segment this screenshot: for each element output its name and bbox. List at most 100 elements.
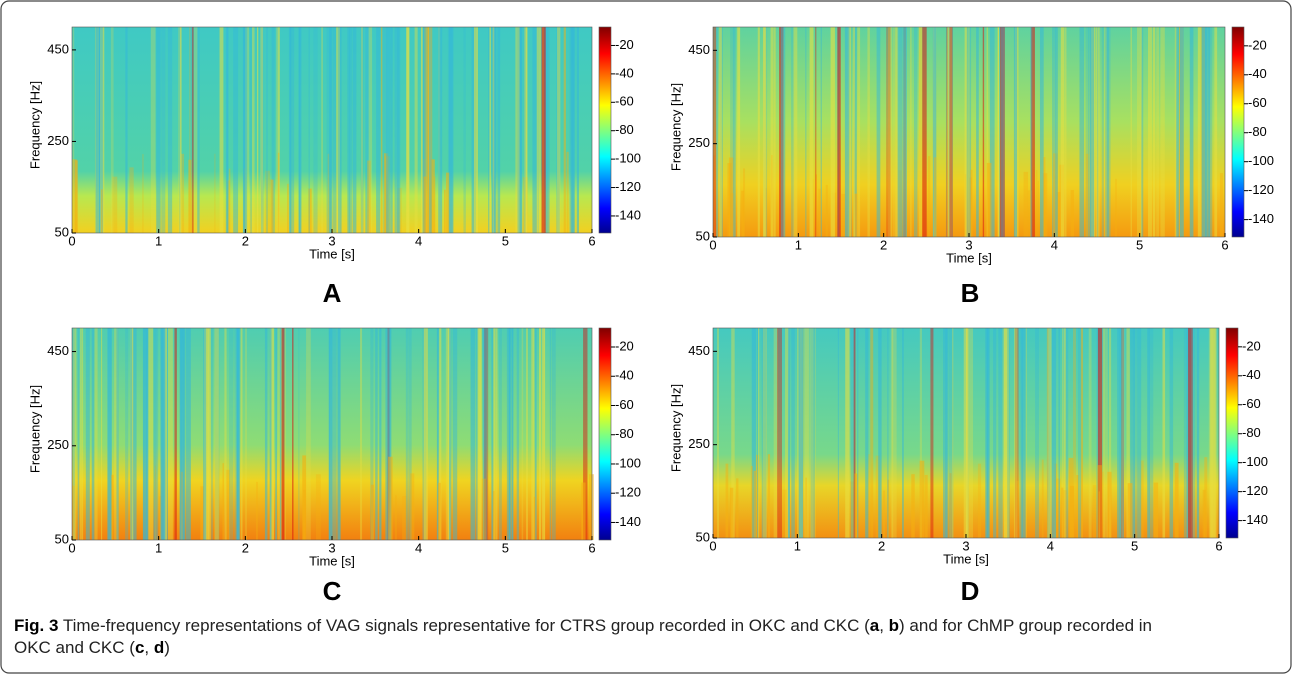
texture: [1169, 328, 1174, 538]
texture: [1156, 27, 1159, 237]
texture: [423, 176, 427, 233]
texture: [777, 328, 782, 538]
texture: [277, 328, 283, 540]
texture: [438, 27, 443, 233]
texture: [853, 27, 855, 237]
texture: [75, 160, 78, 233]
texture: [1064, 27, 1067, 237]
texture: [572, 27, 575, 233]
texture: [116, 328, 119, 540]
texture: [1126, 328, 1130, 538]
colorbar-tick-label: -20: [615, 338, 634, 353]
y-axis-label: Frequency [Hz]: [668, 83, 683, 171]
texture: [949, 473, 952, 538]
x-tick-label: 2: [242, 233, 249, 248]
texture: [1174, 27, 1178, 237]
texture: [1030, 27, 1035, 237]
texture: [750, 466, 753, 538]
texture: [732, 27, 736, 237]
texture: [498, 328, 502, 540]
colorbar-tick-label: -100: [1248, 153, 1274, 168]
texture: [588, 474, 594, 540]
texture: [810, 328, 815, 538]
texture: [989, 27, 995, 237]
texture: [1023, 171, 1029, 237]
texture: [402, 496, 407, 540]
texture: [762, 27, 767, 237]
texture: [365, 27, 370, 233]
texture: [1183, 328, 1188, 538]
texture: [129, 167, 134, 233]
texture: [1053, 153, 1058, 237]
texture: [850, 328, 856, 538]
texture: [876, 27, 881, 237]
texture: [382, 27, 387, 233]
y-tick-label: 450: [688, 42, 710, 57]
texture: [897, 27, 903, 237]
texture: [488, 27, 490, 233]
texture: [837, 328, 839, 538]
y-tick-label: 250: [688, 436, 710, 451]
x-tick-label: 6: [588, 233, 595, 248]
texture: [761, 328, 767, 538]
texture: [481, 478, 486, 540]
texture: [360, 328, 363, 540]
texture: [1097, 328, 1103, 538]
texture: [360, 27, 364, 233]
texture: [566, 151, 569, 233]
caption-text: Time-frequency representations of VAG si…: [58, 616, 870, 635]
texture: [797, 328, 799, 538]
x-tick-label: 0: [709, 237, 716, 252]
x-tick-label: 1: [155, 233, 162, 248]
texture: [1106, 328, 1108, 538]
texture: [197, 27, 200, 233]
texture: [757, 27, 760, 237]
texture: [408, 328, 412, 540]
texture: [779, 27, 784, 237]
texture: [260, 27, 264, 233]
texture: [581, 482, 586, 540]
texture: [1014, 328, 1019, 538]
texture: [437, 482, 441, 540]
texture: [1127, 483, 1133, 538]
texture: [287, 183, 289, 233]
texture: [313, 27, 318, 233]
x-tick-label: 3: [965, 237, 972, 252]
texture: [946, 27, 948, 237]
y-axis-label: Frequency [Hz]: [27, 81, 42, 169]
texture: [867, 27, 870, 237]
texture: [998, 328, 1003, 538]
texture: [385, 328, 387, 540]
texture: [375, 328, 378, 540]
texture: [420, 27, 423, 233]
texture: [161, 27, 166, 233]
texture: [1200, 27, 1206, 237]
texture: [143, 328, 148, 540]
texture: [1121, 328, 1125, 538]
texture: [815, 174, 817, 237]
caption-text: b: [888, 616, 900, 635]
texture: [333, 27, 337, 233]
texture: [303, 489, 306, 540]
texture: [142, 328, 146, 540]
texture: [200, 486, 204, 540]
texture: [388, 456, 393, 540]
texture: [279, 328, 282, 540]
texture: [830, 27, 835, 237]
texture: [210, 328, 213, 540]
texture: [1148, 27, 1152, 237]
texture: [281, 328, 285, 540]
x-tick-label: 1: [795, 237, 802, 252]
texture: [762, 328, 767, 538]
texture: [107, 328, 112, 540]
texture: [516, 328, 520, 540]
texture: [387, 328, 392, 540]
texture: [102, 27, 105, 233]
texture: [444, 189, 446, 233]
texture: [998, 27, 1000, 237]
texture: [114, 328, 119, 540]
texture: [338, 27, 340, 233]
texture: [820, 27, 822, 237]
texture: [728, 157, 734, 237]
colorbar-tick-label: -60: [1248, 95, 1267, 110]
